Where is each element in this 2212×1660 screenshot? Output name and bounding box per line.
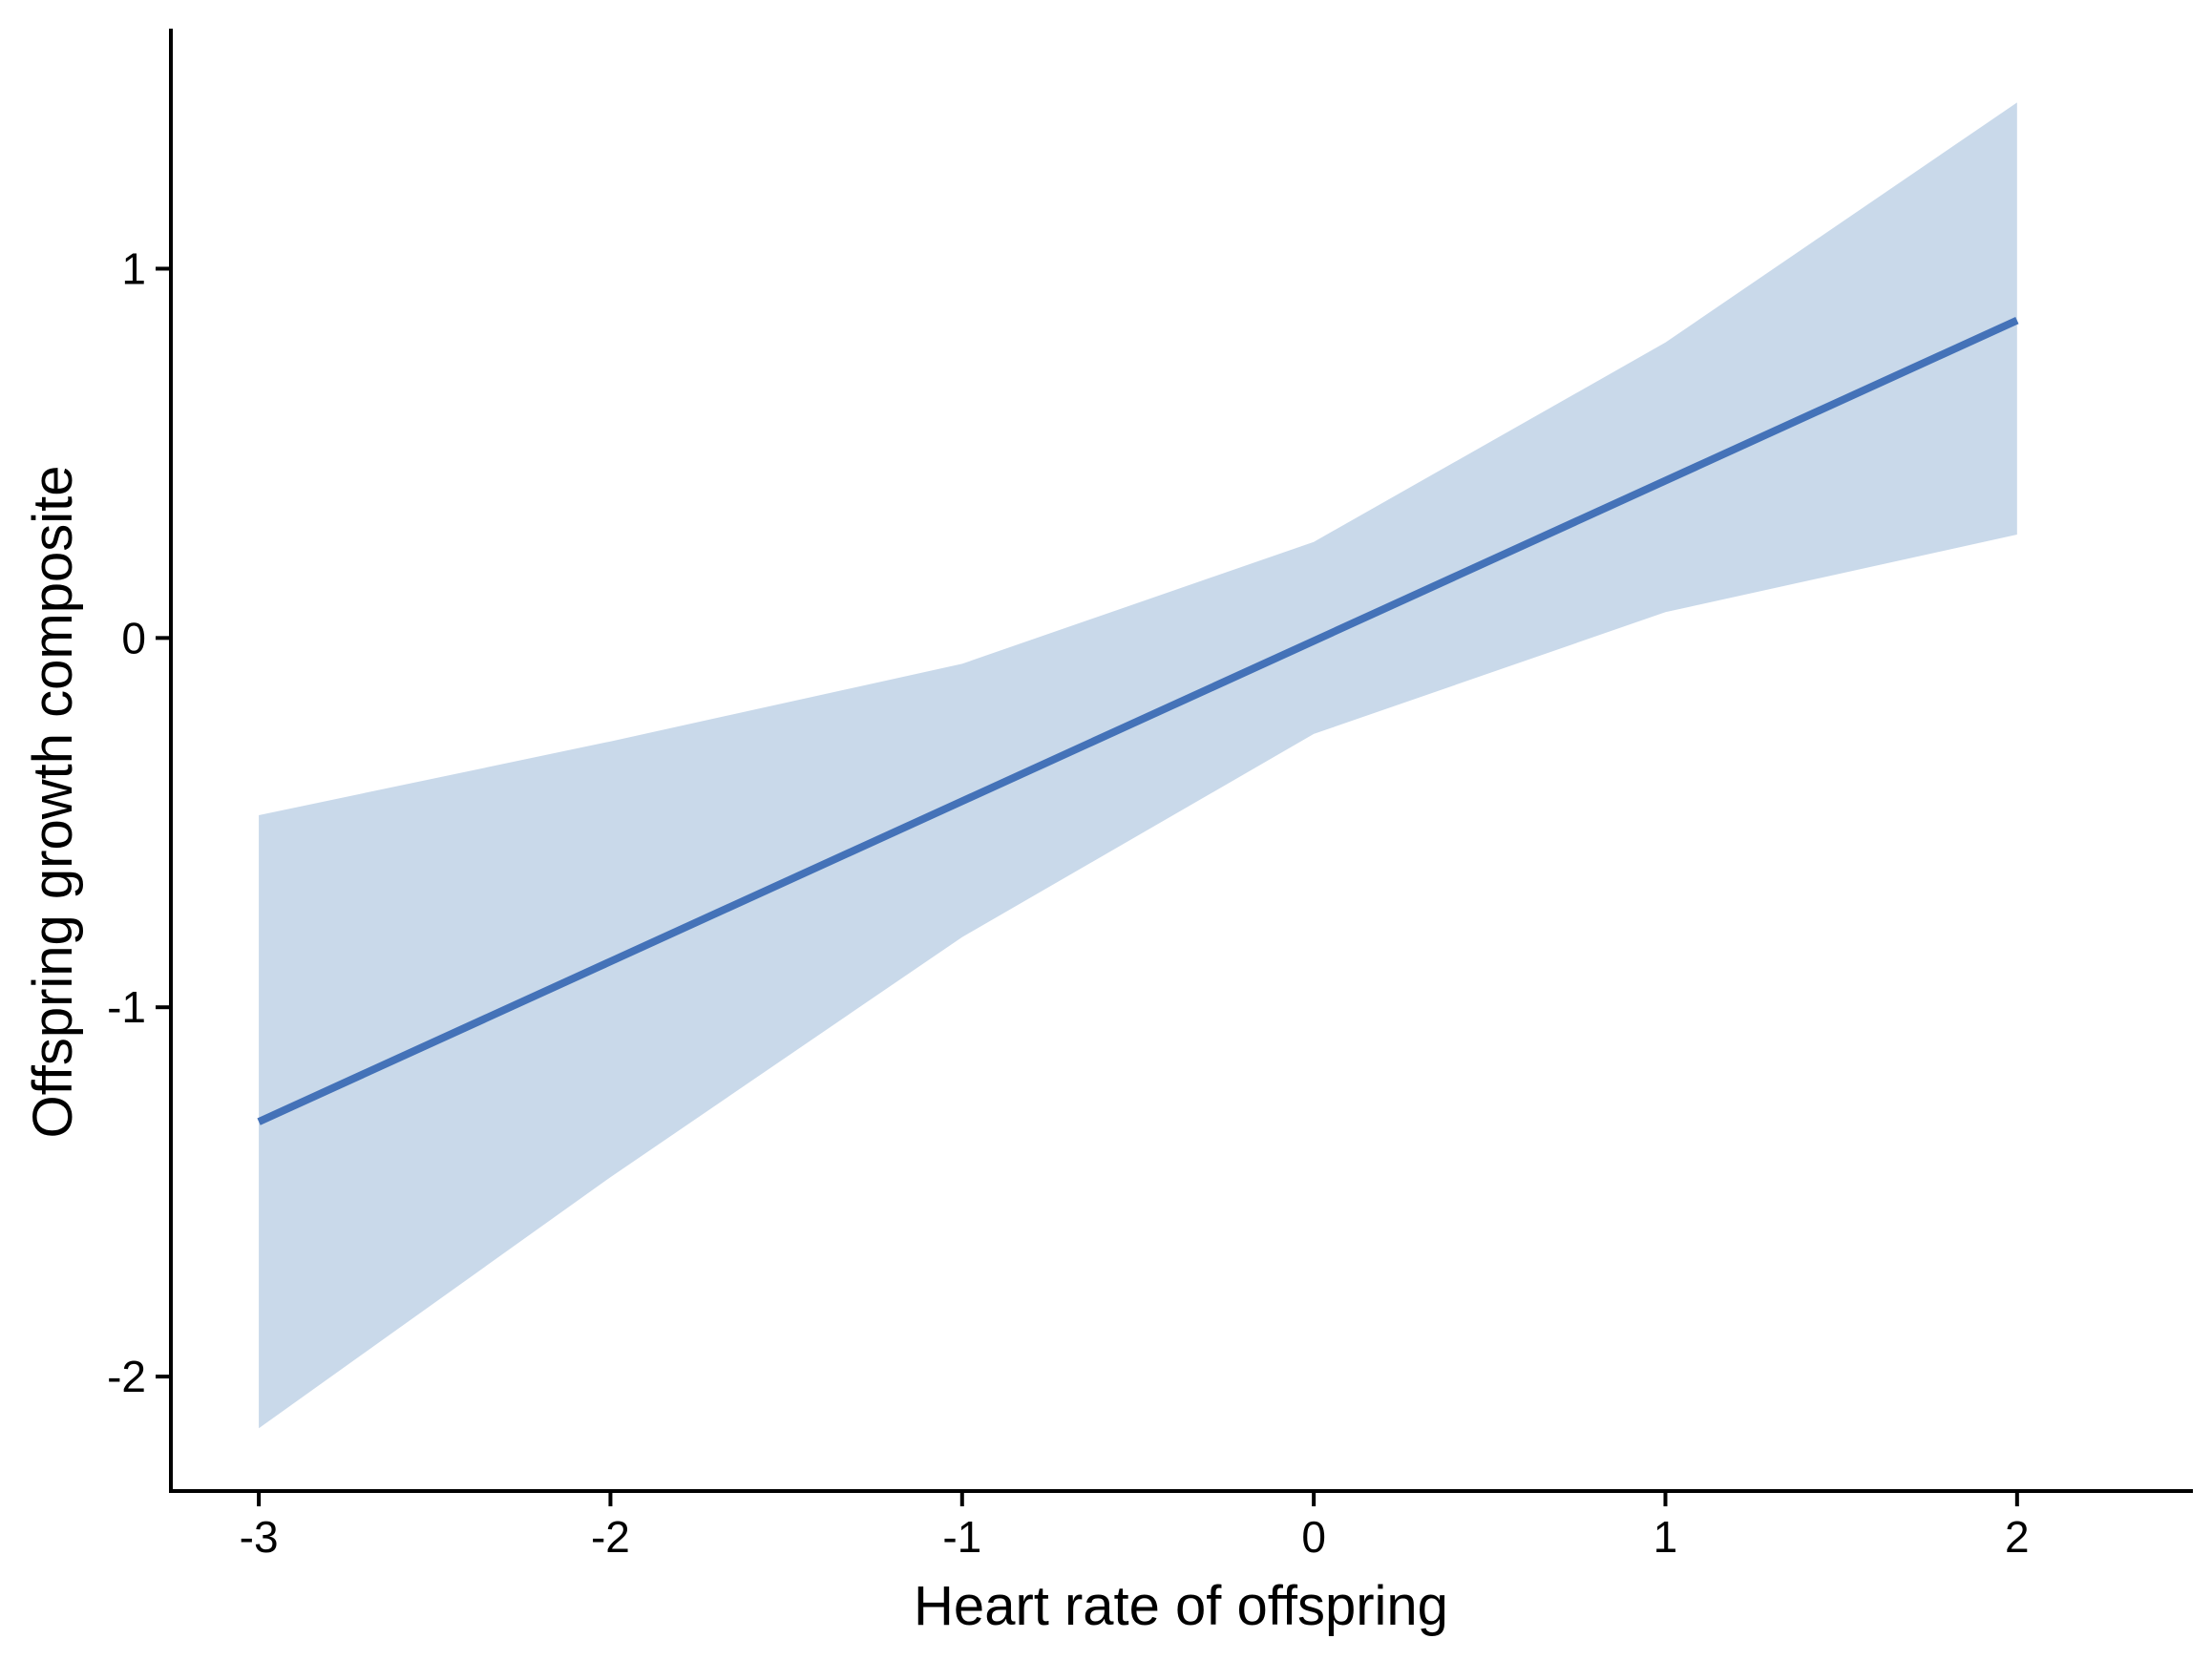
axes: -3 -2 -1 0 1 2 -2 -1 0 1	[107, 29, 2193, 1562]
regression-line	[257, 316, 2019, 1125]
y-tick-label: -1	[107, 982, 146, 1032]
x-tick-label: -3	[240, 1512, 279, 1562]
x-tick-label: -1	[942, 1512, 981, 1562]
x-tick-label: 2	[2005, 1512, 2030, 1562]
plot-area	[257, 102, 2019, 1429]
y-tick-label: -2	[107, 1352, 146, 1401]
x-tick-label: 0	[1301, 1512, 1326, 1562]
x-tick-label: -2	[591, 1512, 630, 1562]
y-axis-title: Offspring growth composite	[22, 466, 84, 1139]
x-tick-label: 1	[1654, 1512, 1678, 1562]
x-axis-title: Heart rate of offspring	[914, 1575, 1448, 1637]
confidence-band	[259, 102, 2017, 1429]
y-tick-label: 1	[121, 243, 146, 293]
y-tick-label: 0	[121, 613, 146, 662]
